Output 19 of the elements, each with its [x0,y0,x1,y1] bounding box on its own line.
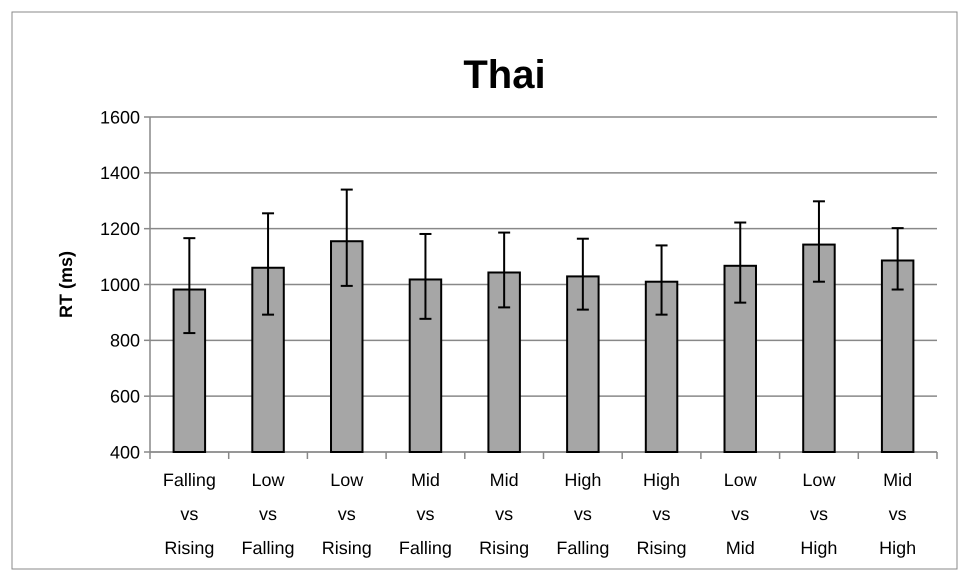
y-tick-label: 1000 [100,274,140,295]
y-tick-label: 1400 [100,163,140,184]
y-axis-title: RT (ms) [56,250,76,318]
y-tick-label: 800 [110,330,140,351]
x-tick-label: Low vs Mid [724,470,758,558]
x-tick-label: Mid vs High [879,470,916,558]
y-tick-label: 1200 [100,218,140,239]
x-tick-label: Falling vs Rising [162,470,216,558]
x-tick-label: Mid vs Rising [479,470,530,558]
y-tick-label: 600 [110,386,140,406]
x-tick-label: Low vs High [800,470,838,558]
chart-title: Thai [463,53,546,97]
x-tick-label: High vs Rising [636,470,687,558]
x-tick-label: Mid vs Falling [398,470,452,558]
x-tick-label: Low vs Falling [242,470,295,558]
y-tick-label: 1600 [100,107,140,128]
y-tick-label: 400 [110,442,140,462]
x-tick-label: High vs Falling [556,470,610,558]
x-tick-label: Low vs Rising [322,470,372,558]
